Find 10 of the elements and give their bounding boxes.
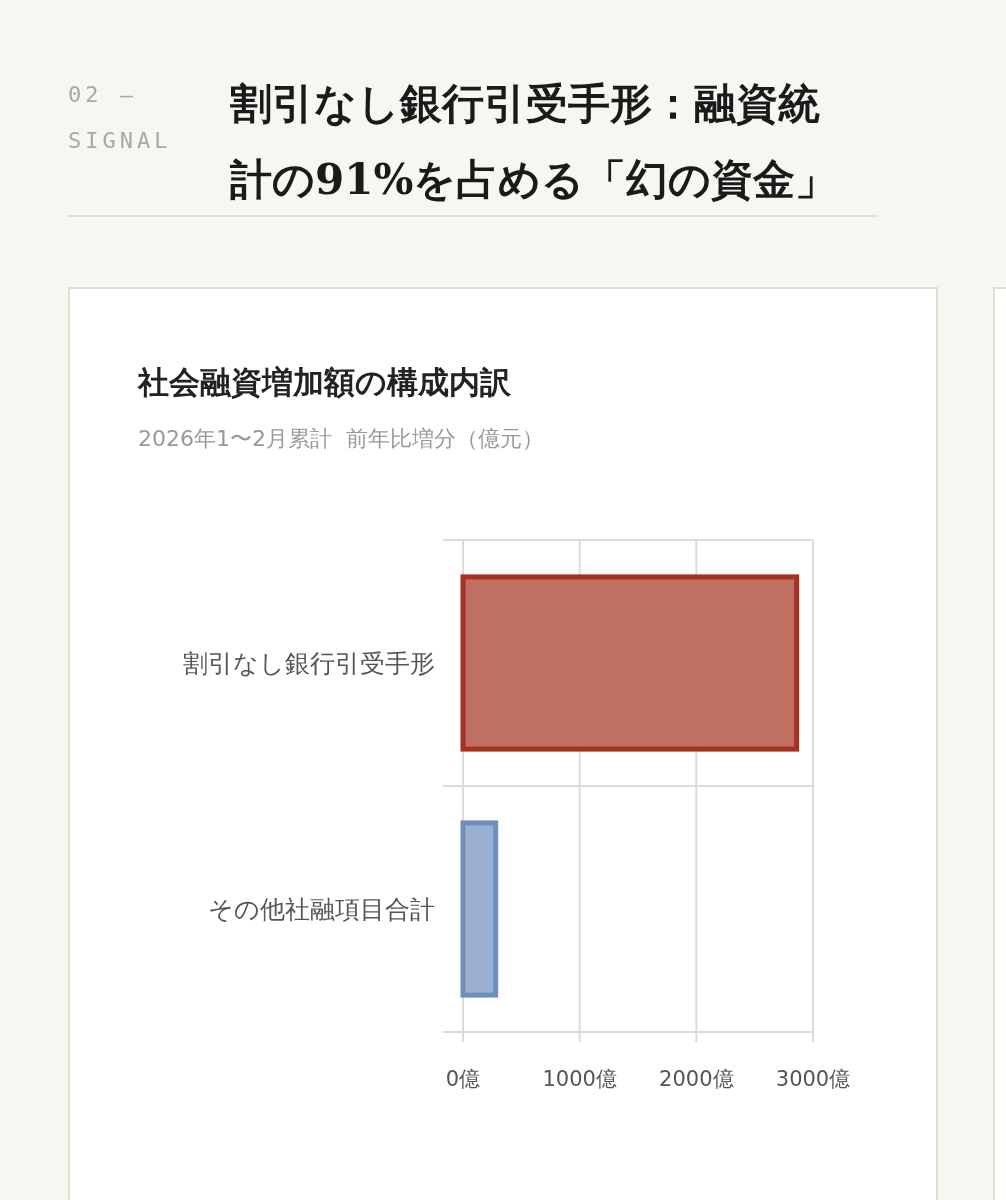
x-tick-label: 0億 bbox=[445, 1067, 481, 1091]
y-tick-label: 割引なし銀行引受手形 bbox=[183, 649, 435, 678]
text: 割引なし銀行引受手形：融資統計の91%を占める「幻の資金」 bbox=[230, 78, 839, 206]
x-tick-label: 1000億 bbox=[542, 1067, 617, 1091]
text: 02 — SIGNAL bbox=[68, 81, 173, 155]
y-tick-label: その他社融項目合計 bbox=[208, 895, 435, 924]
x-tick-label: 2000億 bbox=[659, 1067, 734, 1091]
x-tick-label: 3000億 bbox=[775, 1067, 851, 1091]
chart-subtitle: 2026年1〜2月累計 前年比増分（億元） bbox=[138, 425, 544, 453]
chart-title: 社会融資増加額の構成内訳 bbox=[138, 363, 511, 402]
